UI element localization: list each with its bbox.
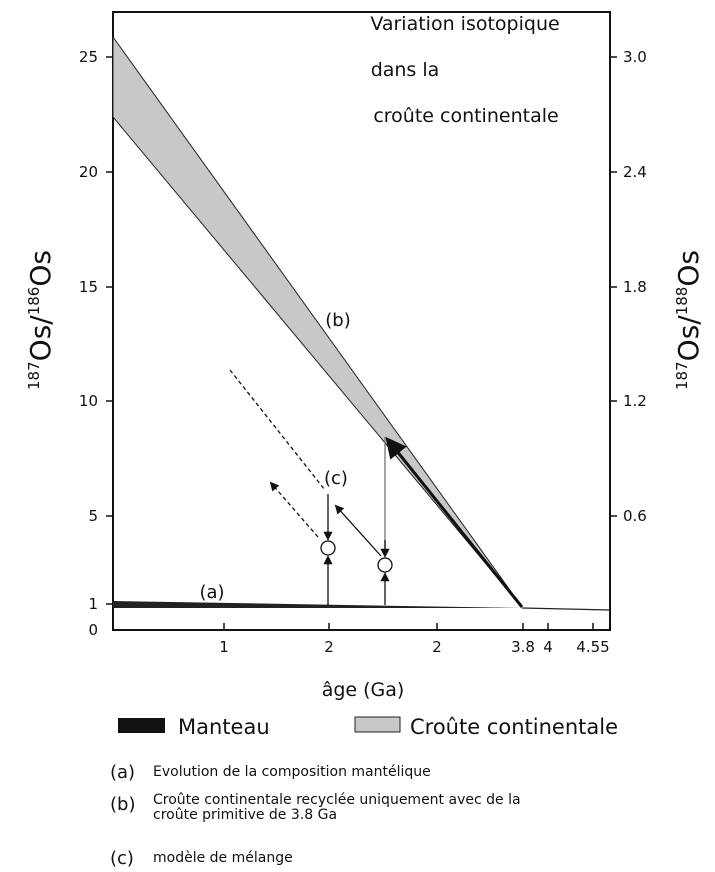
legend-swatch bbox=[354, 716, 401, 733]
y-tick-label: 1 bbox=[88, 595, 98, 613]
curve-label: (a) bbox=[199, 582, 224, 603]
point bbox=[377, 557, 393, 573]
note-text: Evolution de la composition mantélique bbox=[153, 764, 431, 780]
y2-tick-label: 1.2 bbox=[623, 392, 647, 410]
x-axis-label: âge (Ga) bbox=[322, 679, 405, 701]
title-line: croûte continentale bbox=[373, 105, 558, 127]
arrow bbox=[385, 436, 524, 608]
x-tick-label: 4.55 bbox=[576, 638, 609, 656]
mantle-band bbox=[113, 601, 522, 608]
note-text: Croûte continentale recyclée uniquement … bbox=[153, 792, 521, 808]
y2-tick-label: 2.4 bbox=[623, 163, 647, 181]
x-tick-label: 1 bbox=[219, 638, 229, 656]
axis-label-part: Os bbox=[24, 250, 57, 287]
y-tick-label: 5 bbox=[88, 507, 98, 525]
point bbox=[320, 540, 336, 556]
title-line: dans la bbox=[371, 59, 440, 81]
crust-band bbox=[112, 35, 523, 608]
superscript: 187 bbox=[673, 361, 691, 390]
y2-tick-label: 0.6 bbox=[623, 507, 647, 525]
superscript: 187 bbox=[25, 361, 43, 390]
curve-label: (c) bbox=[324, 468, 348, 489]
x-tick-label: 4 bbox=[543, 638, 553, 656]
note-text: croûte primitive de 3.8 Ga bbox=[153, 807, 337, 823]
y2-axis-label: 187Os/188Os bbox=[672, 250, 705, 390]
curve-label: (b) bbox=[325, 310, 350, 331]
legend-label: Manteau bbox=[178, 715, 270, 739]
plot-frame bbox=[112, 11, 611, 631]
x-tick-label: 3.8 bbox=[511, 638, 535, 656]
mantle-line bbox=[521, 607, 611, 611]
superscript: 186 bbox=[25, 287, 43, 316]
y-tick-label: 10 bbox=[79, 392, 98, 410]
note-key: (b) bbox=[110, 794, 135, 815]
superscript: 188 bbox=[673, 287, 691, 316]
y-tick-label: 25 bbox=[79, 48, 98, 66]
y2-tick-label: 1.8 bbox=[623, 278, 647, 296]
legend-swatch bbox=[118, 718, 165, 733]
note-key: (c) bbox=[110, 848, 134, 869]
x-tick-label: 2 bbox=[432, 638, 442, 656]
x-tick-label: 2 bbox=[324, 638, 334, 656]
axis-label-part: Os/ bbox=[24, 315, 57, 362]
axis-label-part: Os bbox=[672, 250, 705, 287]
note-key: (a) bbox=[110, 762, 135, 783]
y-tick-label: 20 bbox=[79, 163, 98, 181]
legend-label: Croûte continentale bbox=[410, 715, 618, 739]
mixing-lines bbox=[229, 369, 390, 605]
y-tick-label: 15 bbox=[79, 278, 98, 296]
y-tick-label: 0 bbox=[88, 621, 98, 639]
y2-tick-label: 3.0 bbox=[623, 48, 647, 66]
note-text: modèle de mélange bbox=[153, 850, 293, 866]
y-axis-label: 187Os/186Os bbox=[24, 250, 57, 390]
axis-label-part: Os/ bbox=[672, 315, 705, 362]
title-line: Variation isotopique bbox=[370, 13, 559, 35]
